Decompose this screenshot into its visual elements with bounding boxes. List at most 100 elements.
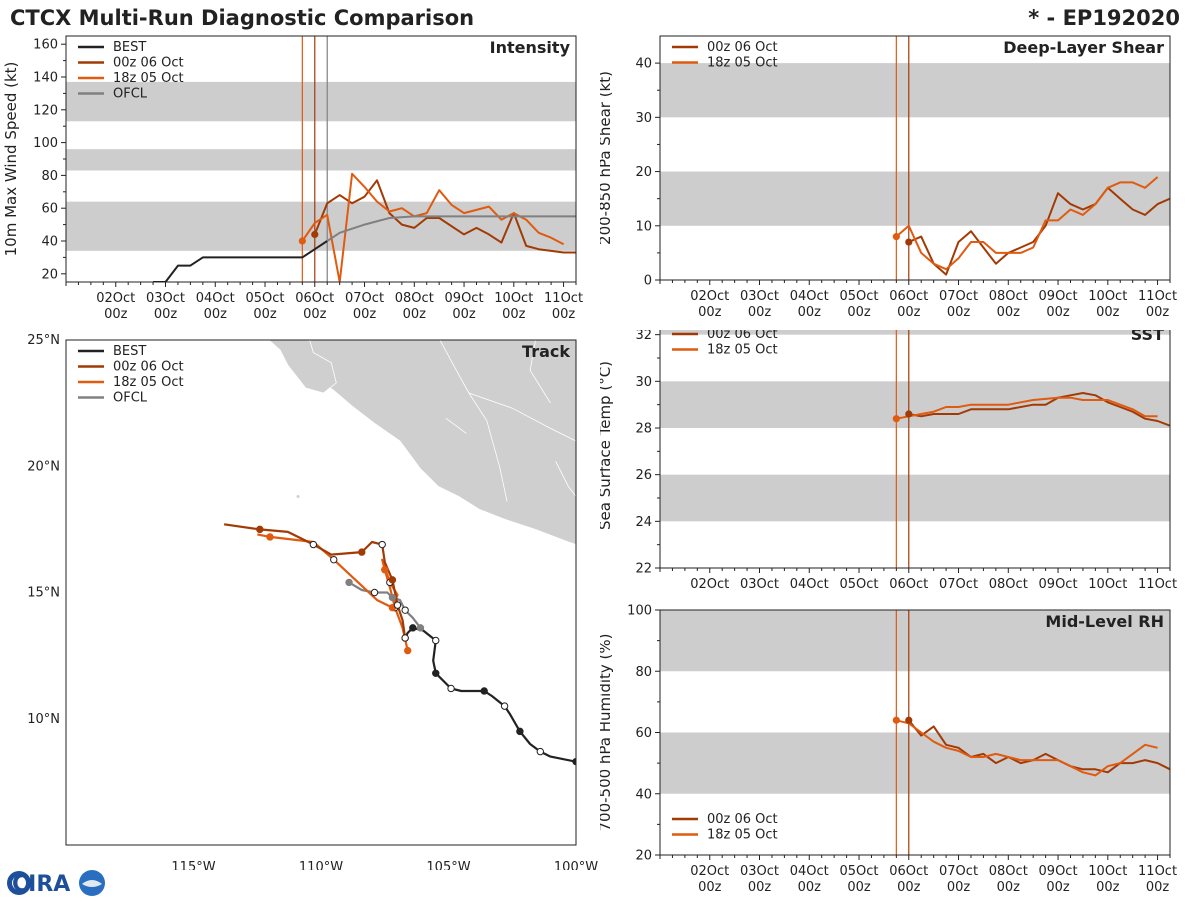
sst-xtick-date: 04Oct — [790, 577, 829, 590]
rh-ytick-label: 100 — [627, 604, 652, 619]
intensity-xtick-date: 04Oct — [196, 291, 235, 306]
track-point-best — [432, 636, 440, 645]
track-point-best — [432, 669, 440, 677]
sst-frame — [659, 330, 1171, 569]
intensity-legend-label-00z: 00z 06 Oct — [113, 56, 184, 71]
rh-legend-label-18z: 18z 05 Oct — [707, 828, 778, 843]
intensity-ytick-label: 80 — [41, 169, 58, 184]
rh-xtick-hour: 00z — [1046, 880, 1070, 895]
track-ytick-label: 25°N — [27, 333, 60, 348]
rh-xtick-date: 06Oct — [889, 864, 928, 879]
intensity-line-ofcl — [326, 215, 576, 242]
track-map: 115°W 110°W 105°W 100°W 10°N 15°N 20°N 25°N Trac… — [27, 333, 598, 870]
rh-xtick-date: 11Oct — [1138, 864, 1177, 879]
shear-xtick-hour: 00z — [1096, 305, 1120, 320]
sst-ylabel: Sea Surface Temp (°C) — [600, 361, 614, 530]
shear-xtick-date: 08Oct — [989, 289, 1028, 304]
rh-xtick-hour: 00z — [897, 880, 921, 895]
track-xtick-label: 110°W — [299, 860, 343, 870]
track-point-best — [500, 702, 509, 710]
track-point-best — [480, 687, 488, 695]
track-point-00z — [393, 601, 402, 609]
track-legend-label-18z: 18z 05 Oct — [113, 375, 184, 390]
shear-xtick-hour: 00z — [897, 305, 921, 320]
shear-xtick-date: 06Oct — [889, 289, 928, 304]
shear-xtick-hour: 00z — [847, 305, 871, 320]
rh-xtick-date: 10Oct — [1088, 864, 1127, 879]
intensity-ylabel: 10m Max Wind Speed (kt) — [2, 62, 20, 257]
cira-logo-text: CIRA — [12, 872, 70, 897]
intensity-ytick-label: 140 — [33, 71, 58, 86]
intensity-xtick-date: 03Oct — [146, 291, 185, 306]
shear-xtick-hour: 00z — [1146, 305, 1170, 320]
shear-xtick-date: 09Oct — [1039, 289, 1078, 304]
shear-series-group — [892, 176, 1170, 276]
rh-line-18z — [896, 719, 1158, 777]
shear-plot: 01020304002Oct00z03Oct00z04Oct00z05Oct00… — [600, 35, 1177, 320]
intensity-ytick-label: 120 — [33, 103, 58, 118]
track-legend-label-00z: 00z 06 Oct — [113, 360, 184, 375]
baja-land — [268, 340, 337, 394]
state-border — [439, 340, 488, 422]
track-title: Track — [522, 342, 570, 361]
intensity-ytick-label: 100 — [33, 136, 58, 151]
intensity-band — [66, 149, 576, 171]
intensity-xtick-hour: 00z — [502, 307, 526, 322]
rh-xtick-date: 03Oct — [740, 864, 779, 879]
rh-xtick-date: 04Oct — [790, 864, 829, 879]
track-point-00z — [378, 540, 386, 549]
rh-xtick-hour: 00z — [1096, 880, 1120, 895]
sst-ytick-label: 24 — [635, 515, 652, 530]
mexico-land — [274, 340, 576, 545]
rh-chart: 2040608010002Oct00z03Oct00z04Oct00z05Oct… — [600, 604, 1177, 896]
state-border — [486, 420, 508, 502]
sst-xtick-date: 08Oct — [989, 577, 1028, 590]
rh-xtick-hour: 00z — [947, 880, 971, 895]
shear-xtick-hour: 00z — [997, 305, 1021, 320]
intensity-xtick-hour: 00z — [154, 307, 178, 322]
intensity-ytick-label: 60 — [41, 202, 58, 217]
track-point-best — [401, 634, 409, 642]
rh-ytick-label: 60 — [635, 726, 652, 741]
state-border — [529, 340, 551, 404]
track-point-ofcl — [370, 588, 379, 597]
shear-xtick-date: 11Oct — [1138, 289, 1177, 304]
sst-xtick-date: 02Oct — [690, 577, 729, 590]
sst-xtick-date: 03Oct — [740, 577, 779, 590]
sst-series-group — [892, 392, 1170, 427]
sst-marker-00z — [905, 410, 913, 418]
shear-chart: 01020304002Oct00z03Oct00z04Oct00z05Oct00… — [600, 35, 1177, 320]
sst-xtick-date: 09Oct — [1039, 577, 1078, 590]
rh-xtick-hour: 00z — [997, 880, 1021, 895]
shear-band — [660, 63, 1170, 118]
intensity-legend-label-ofcl: OFCL — [113, 87, 148, 102]
track-legend-label-best: BEST — [113, 344, 146, 359]
storm-id: * - EP192020 — [1028, 6, 1180, 30]
shear-ytick-label: 0 — [644, 274, 652, 289]
rh-band — [660, 610, 1170, 672]
intensity-line-00z — [313, 179, 576, 254]
shear-xtick-date: 02Oct — [690, 289, 729, 304]
shear-title: Deep-Layer Shear — [1003, 38, 1164, 57]
sst-ytick-label: 30 — [635, 375, 652, 390]
shear-ytick-label: 20 — [635, 165, 652, 180]
shear-band — [660, 171, 1170, 226]
rh-xtick-hour: 00z — [748, 880, 772, 895]
track-point-18z — [404, 646, 412, 655]
intensity-xtick-hour: 00z — [403, 307, 427, 322]
intensity-xtick-date: 07Oct — [345, 291, 384, 306]
intensity-xtick-date: 02Oct — [96, 291, 135, 306]
shear-frame — [659, 35, 1171, 281]
track-ytick-label: 15°N — [27, 586, 60, 601]
shear-ytick-label: 40 — [635, 57, 652, 72]
sst-band — [660, 474, 1170, 522]
sst-marker-18z — [892, 415, 900, 423]
rh-xtick-date: 02Oct — [690, 864, 729, 879]
intensity-band — [66, 81, 576, 122]
intensity-series-group — [153, 172, 576, 282]
sst-title: SST — [1131, 330, 1164, 344]
track-point-ofcl — [345, 578, 353, 587]
intensity-band — [66, 201, 576, 251]
sst-xtick-date: 07Oct — [939, 577, 978, 590]
intensity-xtick-date: 11Oct — [544, 291, 583, 306]
